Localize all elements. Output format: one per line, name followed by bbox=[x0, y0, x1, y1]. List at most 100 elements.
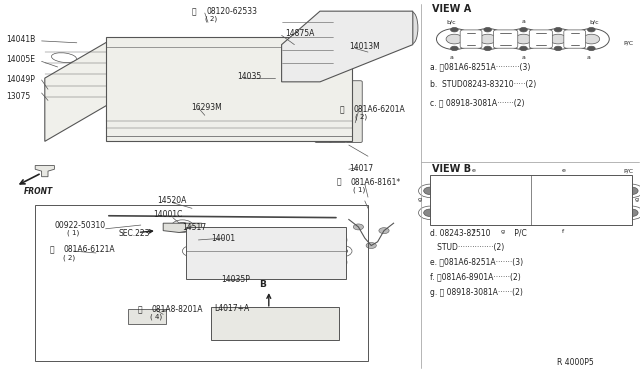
Circle shape bbox=[585, 209, 599, 217]
Text: f: f bbox=[472, 229, 475, 234]
Circle shape bbox=[221, 309, 246, 324]
Text: 13075: 13075 bbox=[6, 92, 31, 101]
Text: ( 4): ( 4) bbox=[150, 314, 163, 320]
Circle shape bbox=[605, 205, 634, 221]
Circle shape bbox=[319, 234, 340, 246]
Circle shape bbox=[527, 187, 541, 195]
Text: 14001C: 14001C bbox=[154, 210, 183, 219]
Circle shape bbox=[248, 259, 258, 265]
Circle shape bbox=[520, 205, 548, 221]
Polygon shape bbox=[211, 307, 339, 340]
Text: STUD···············(2): STUD···············(2) bbox=[430, 243, 504, 252]
Text: 14001: 14001 bbox=[211, 234, 236, 243]
Circle shape bbox=[625, 187, 638, 195]
Circle shape bbox=[320, 312, 333, 320]
FancyBboxPatch shape bbox=[493, 30, 518, 48]
FancyBboxPatch shape bbox=[460, 30, 482, 48]
Circle shape bbox=[556, 187, 570, 195]
Circle shape bbox=[133, 100, 148, 109]
Polygon shape bbox=[186, 227, 346, 279]
FancyBboxPatch shape bbox=[315, 81, 332, 142]
Text: e. Ⓑ081A6-8251A·······(3): e. Ⓑ081A6-8251A·······(3) bbox=[430, 258, 524, 267]
Text: g: g bbox=[500, 229, 504, 234]
Circle shape bbox=[467, 209, 481, 217]
Circle shape bbox=[258, 40, 267, 45]
Circle shape bbox=[281, 234, 301, 246]
Circle shape bbox=[520, 28, 527, 32]
Circle shape bbox=[229, 100, 244, 109]
Text: P/C: P/C bbox=[623, 40, 634, 45]
Circle shape bbox=[515, 34, 532, 44]
FancyBboxPatch shape bbox=[330, 81, 346, 142]
Circle shape bbox=[124, 40, 132, 45]
Polygon shape bbox=[282, 11, 413, 82]
Text: 14049P: 14049P bbox=[6, 76, 35, 84]
Circle shape bbox=[303, 40, 312, 45]
Circle shape bbox=[612, 187, 627, 195]
Circle shape bbox=[181, 100, 196, 109]
Polygon shape bbox=[45, 41, 109, 141]
Text: Ⓑ: Ⓑ bbox=[339, 105, 344, 114]
Circle shape bbox=[554, 46, 562, 51]
Circle shape bbox=[625, 209, 638, 217]
Text: b/c: b/c bbox=[589, 19, 600, 25]
Circle shape bbox=[285, 309, 310, 324]
Circle shape bbox=[328, 40, 337, 45]
Polygon shape bbox=[128, 309, 166, 324]
Polygon shape bbox=[430, 175, 632, 225]
Text: ( 1): ( 1) bbox=[353, 186, 365, 193]
Text: f. Ⓑ081A6-8901A·······(2): f. Ⓑ081A6-8901A·······(2) bbox=[430, 273, 521, 282]
Circle shape bbox=[274, 252, 308, 272]
Circle shape bbox=[424, 209, 436, 217]
Circle shape bbox=[243, 256, 263, 268]
Circle shape bbox=[253, 309, 278, 324]
Circle shape bbox=[431, 205, 459, 221]
Text: b/c: b/c bbox=[446, 19, 456, 25]
Circle shape bbox=[470, 29, 506, 49]
Circle shape bbox=[274, 230, 308, 250]
Text: b.  STUD08243-83210·····(2): b. STUD08243-83210·····(2) bbox=[430, 80, 536, 89]
Polygon shape bbox=[163, 223, 202, 232]
Circle shape bbox=[209, 237, 220, 243]
Circle shape bbox=[236, 252, 270, 272]
Text: ( 2): ( 2) bbox=[355, 114, 367, 121]
Circle shape bbox=[248, 237, 258, 243]
Text: g: g bbox=[418, 198, 422, 202]
Text: a: a bbox=[522, 55, 525, 60]
Circle shape bbox=[605, 183, 634, 199]
Circle shape bbox=[573, 29, 609, 49]
Circle shape bbox=[424, 187, 436, 195]
Circle shape bbox=[484, 46, 492, 51]
Circle shape bbox=[612, 209, 627, 217]
Circle shape bbox=[319, 256, 340, 268]
Circle shape bbox=[446, 34, 463, 44]
Text: 08120-62533: 08120-62533 bbox=[206, 7, 257, 16]
Circle shape bbox=[438, 187, 452, 195]
Text: 14041B: 14041B bbox=[6, 35, 36, 44]
Circle shape bbox=[236, 230, 270, 250]
Circle shape bbox=[578, 205, 606, 221]
Text: R 4000P5: R 4000P5 bbox=[557, 358, 593, 367]
Circle shape bbox=[197, 230, 232, 250]
Text: VIEW B: VIEW B bbox=[432, 164, 471, 174]
Circle shape bbox=[227, 327, 240, 335]
Text: 14035P: 14035P bbox=[221, 275, 250, 284]
Ellipse shape bbox=[177, 69, 214, 106]
Text: ( 2): ( 2) bbox=[205, 15, 217, 22]
Circle shape bbox=[314, 324, 339, 339]
Text: 14875A: 14875A bbox=[285, 29, 314, 38]
Circle shape bbox=[549, 205, 577, 221]
Circle shape bbox=[366, 243, 376, 248]
FancyBboxPatch shape bbox=[346, 81, 362, 142]
Circle shape bbox=[168, 40, 177, 45]
Text: a: a bbox=[522, 19, 525, 25]
Circle shape bbox=[578, 183, 606, 199]
Circle shape bbox=[550, 34, 566, 44]
Ellipse shape bbox=[129, 69, 166, 106]
Text: SEC.223: SEC.223 bbox=[118, 229, 150, 238]
Circle shape bbox=[253, 324, 278, 339]
Text: FRONT: FRONT bbox=[24, 187, 54, 196]
Circle shape bbox=[320, 327, 333, 335]
Circle shape bbox=[324, 259, 335, 265]
Text: a: a bbox=[449, 55, 453, 60]
